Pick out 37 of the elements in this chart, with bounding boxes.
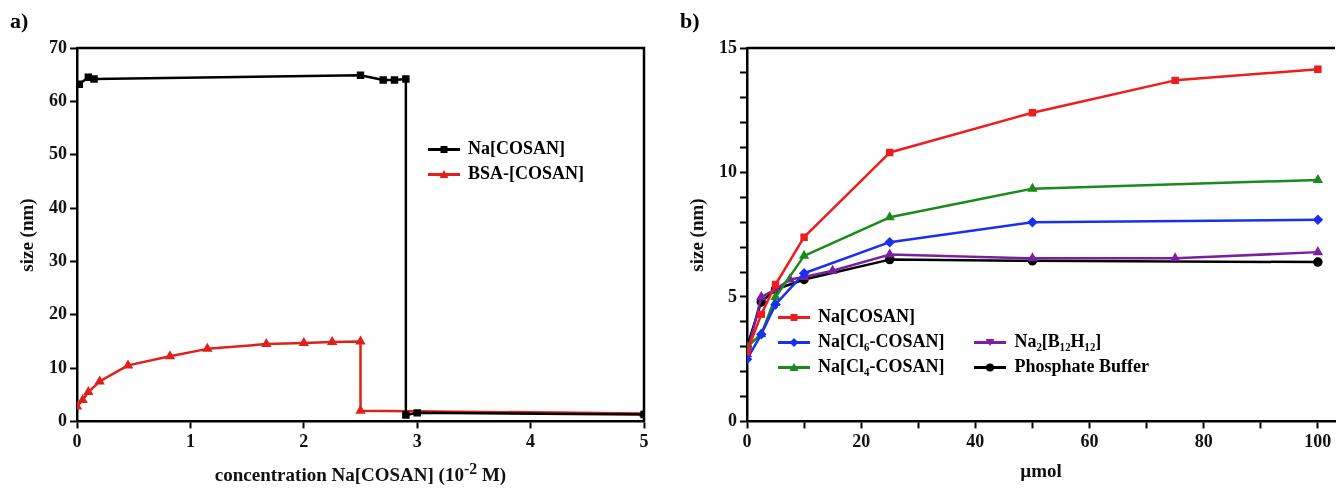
y-tick-label: 40 [49, 196, 67, 217]
legend-label: BSA-[COSAN] [468, 163, 585, 183]
x-tick-label: 0 [742, 430, 752, 451]
chart-title: a) [10, 8, 29, 34]
x-tick-label: 3 [412, 430, 422, 451]
x-tick-label: 60 [1080, 430, 1099, 451]
legend-label: Na[Cl₄-COSAN] [818, 356, 945, 376]
y-tick-label: 0 [58, 410, 67, 431]
chart-title: b) [680, 8, 700, 34]
y-tick-label: 5 [728, 285, 737, 306]
legend-label: Phosphate Buffer [1014, 356, 1149, 376]
x-tick-label: 80 [1194, 430, 1213, 451]
x-tick-label: 5 [639, 430, 649, 451]
y-tick-label: 50 [49, 143, 67, 164]
y-tick-label: 10 [719, 161, 737, 182]
x-tick-label: 2 [299, 430, 309, 451]
legend-label: Na[COSAN] [468, 138, 565, 158]
y-tick-label: 20 [49, 303, 67, 324]
legend-label: Na₂[B₁₂H₁₂] [1014, 331, 1102, 351]
y-tick-label: 30 [49, 250, 67, 271]
y-tick-label: 60 [49, 90, 67, 110]
y-axis-title: size (nm) [16, 198, 38, 272]
y-tick-label: 70 [49, 36, 67, 57]
y-tick-label: 10 [49, 356, 67, 377]
x-tick-label: 1 [185, 430, 195, 451]
x-axis-title: µmol [1019, 460, 1063, 482]
x-tick-label: 100 [1304, 430, 1332, 451]
x-tick-label: 0 [72, 430, 82, 451]
x-tick-label: 4 [526, 430, 536, 451]
y-tick-label: 0 [728, 410, 737, 431]
y-axis-title: size (nm) [686, 198, 708, 272]
x-axis-title: concentration Na[COSAN] (10$^{-2}$ M) [213, 460, 508, 487]
legend-label: Na[COSAN] [818, 306, 915, 326]
x-tick-label: 40 [966, 430, 985, 451]
y-tick-label: 15 [719, 36, 737, 57]
legend-label: Na[Cl₆-COSAN] [818, 331, 945, 351]
x-tick-label: 20 [852, 430, 871, 451]
